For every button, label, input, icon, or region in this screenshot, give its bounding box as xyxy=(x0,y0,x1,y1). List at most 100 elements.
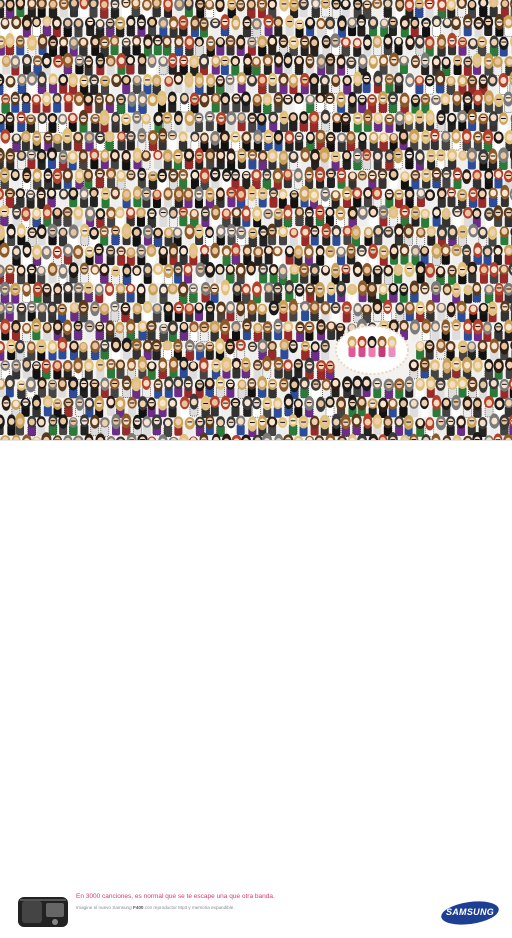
crowd-person xyxy=(137,284,146,304)
crowd-person xyxy=(189,243,198,265)
crowd-person xyxy=(138,356,147,379)
crowd-person xyxy=(247,0,256,18)
crowd-person xyxy=(163,418,173,437)
crowd-person xyxy=(111,112,120,133)
crowd-person xyxy=(169,16,178,38)
crowd-person xyxy=(441,167,451,189)
crowd-person xyxy=(494,168,503,188)
crowd-person xyxy=(483,321,492,342)
crowd-person xyxy=(95,93,104,114)
crowd-person xyxy=(305,207,314,228)
crowd-person xyxy=(84,282,93,302)
crowd-person xyxy=(384,114,394,133)
crowd-person xyxy=(462,357,472,379)
crowd-person xyxy=(37,377,46,397)
crowd-person xyxy=(215,338,225,360)
crowd-person xyxy=(0,341,5,361)
crowd-person xyxy=(346,131,355,151)
crowd-person xyxy=(289,414,298,435)
crowd-person xyxy=(22,357,31,378)
crowd-person xyxy=(189,394,198,416)
crowd-person xyxy=(489,0,499,17)
crowd-person xyxy=(294,168,303,189)
crowd-person xyxy=(364,227,373,246)
crowd-person xyxy=(210,167,220,188)
crowd-person xyxy=(373,71,382,94)
crowd-person xyxy=(373,225,383,245)
footer-band: En 3000 canciones, es normal que se te e… xyxy=(0,440,512,513)
crowd-person xyxy=(425,0,435,18)
crowd-person xyxy=(379,205,389,226)
crowd-person xyxy=(104,131,114,151)
crowd-person xyxy=(336,281,346,302)
crowd-person xyxy=(353,71,362,93)
crowd-person xyxy=(106,18,115,37)
crowd-person xyxy=(341,0,351,18)
crowd-person xyxy=(69,37,79,57)
crowd-person xyxy=(90,415,100,436)
crowd-person xyxy=(330,190,340,209)
crowd-person xyxy=(435,70,445,93)
crowd-person xyxy=(179,357,188,378)
crowd-person xyxy=(394,189,404,208)
crowd-person xyxy=(490,35,499,56)
crowd-person xyxy=(410,319,420,340)
crowd-person xyxy=(210,18,220,37)
crowd-person xyxy=(117,131,126,150)
crowd-person xyxy=(231,169,240,189)
crowd-person xyxy=(493,56,503,75)
crowd-person xyxy=(42,92,51,113)
crowd-person xyxy=(269,187,278,207)
crowd-person xyxy=(357,396,367,416)
crowd-person xyxy=(280,111,289,133)
crowd-person xyxy=(258,415,267,436)
crowd-person xyxy=(421,18,431,38)
crowd-person xyxy=(32,395,41,418)
crowd-person xyxy=(358,95,367,113)
crowd-person xyxy=(227,416,236,436)
crowd-person xyxy=(158,128,167,150)
crowd-person xyxy=(373,299,383,322)
crowd-person xyxy=(115,16,125,37)
crowd-person xyxy=(295,321,304,342)
crowd-person xyxy=(195,148,204,170)
crowd-person xyxy=(362,149,371,170)
crowd-person xyxy=(468,377,478,398)
crowd-person xyxy=(462,129,472,151)
crowd-person xyxy=(90,35,100,56)
crowd-person xyxy=(388,283,398,302)
crowd-person xyxy=(106,245,115,265)
crowd-person xyxy=(315,93,325,113)
crowd-person xyxy=(368,244,378,265)
crowd-person xyxy=(400,15,410,37)
crowd-person xyxy=(22,282,31,302)
crowd-person xyxy=(488,302,497,323)
crowd-person xyxy=(442,208,451,227)
crowd-person xyxy=(147,397,156,417)
crowd-person xyxy=(389,52,399,74)
crowd-person xyxy=(84,55,93,75)
crowd-person xyxy=(457,110,467,131)
crowd-person xyxy=(373,265,383,284)
crowd-person xyxy=(231,398,241,417)
crowd-person xyxy=(252,206,262,227)
crowd-person xyxy=(300,225,310,246)
crowd-person xyxy=(453,55,462,75)
crowd-person xyxy=(158,56,168,75)
crowd-person xyxy=(462,169,471,190)
crowd-person xyxy=(332,414,341,436)
crowd-person xyxy=(85,397,95,417)
crowd-person xyxy=(247,378,256,397)
crowd-person xyxy=(84,169,93,189)
crowd-person xyxy=(272,246,282,265)
phone-image xyxy=(16,893,72,933)
crowd-person xyxy=(362,376,372,397)
crowd-person xyxy=(342,301,352,322)
crowd-person xyxy=(37,266,46,285)
crowd-person xyxy=(484,207,494,227)
crowd-person xyxy=(237,112,246,131)
crowd-person xyxy=(36,339,46,361)
crowd-person xyxy=(43,395,53,416)
crowd-person xyxy=(320,75,330,95)
crowd-person xyxy=(305,94,315,113)
